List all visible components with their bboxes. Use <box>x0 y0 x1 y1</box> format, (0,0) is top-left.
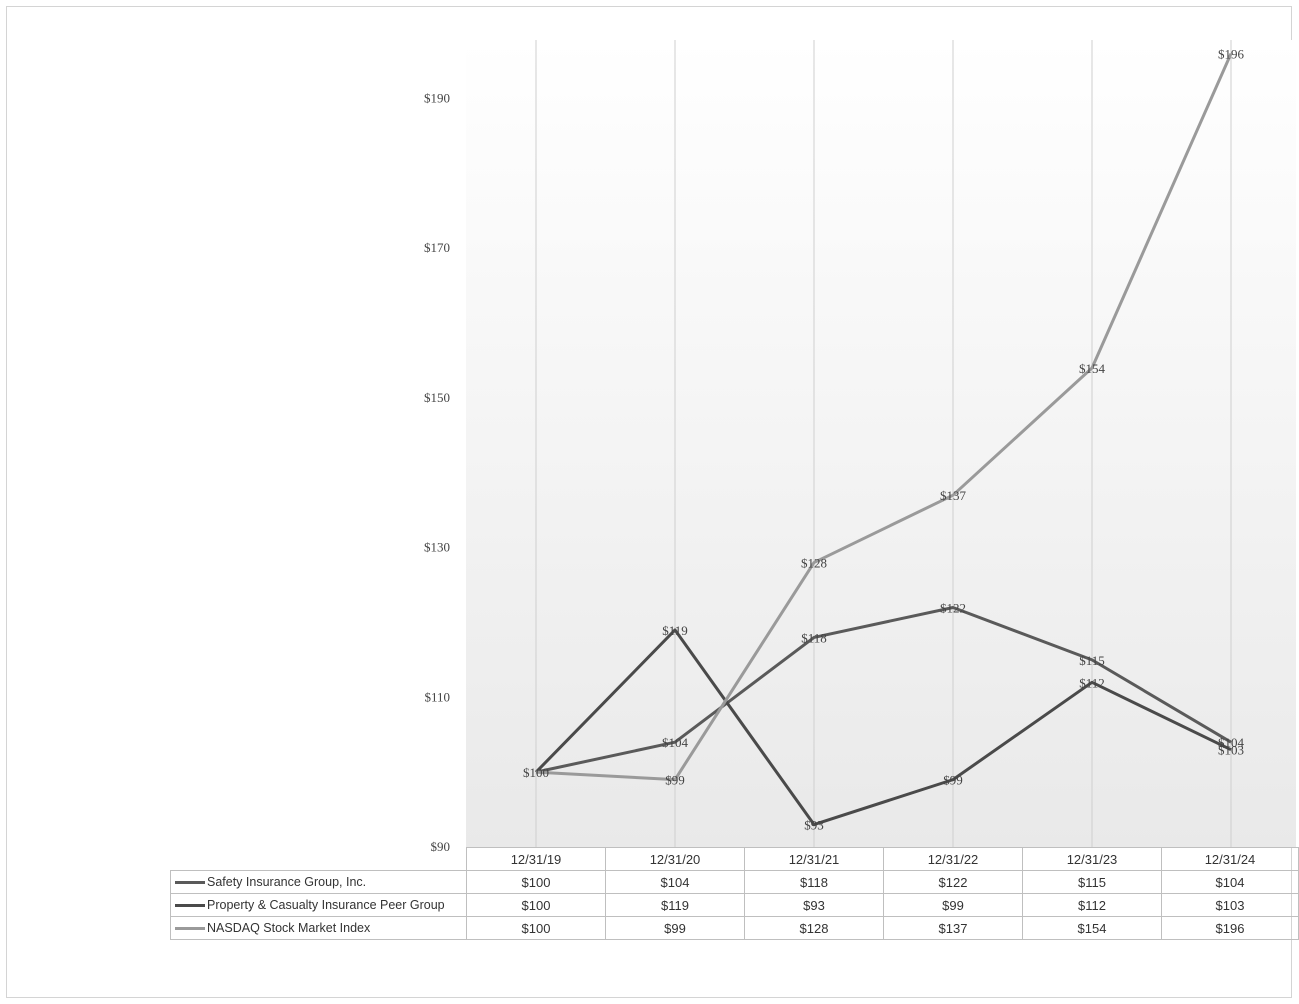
table-cell: $104 <box>605 870 745 894</box>
column-header: 12/31/20 <box>605 847 745 871</box>
y-tick-label: $110 <box>424 689 450 704</box>
data-label: $122 <box>940 600 966 615</box>
series-line-0 <box>535 605 1232 774</box>
data-label: $104 <box>662 735 689 750</box>
table-corner <box>171 848 467 871</box>
legend-key <box>175 881 205 885</box>
table-cell: $128 <box>744 916 884 940</box>
table-cell: $122 <box>883 870 1023 894</box>
data-label: $93 <box>804 818 824 833</box>
data-label: $137 <box>940 488 967 503</box>
table-cell: $99 <box>605 916 745 940</box>
table-header-row: 12/31/19 12/31/20 12/31/21 12/31/22 12/3… <box>171 847 1299 871</box>
legend-label: Safety Insurance Group, Inc. <box>207 875 367 889</box>
data-labels: $100 $104 $118 $122 $115 $104 $119 $93 $99 $112 $1… <box>523 47 1245 833</box>
legend-label: NASDAQ Stock Market Index <box>207 921 371 935</box>
table-cell: $137 <box>883 916 1023 940</box>
column-header: 12/31/22 <box>883 847 1023 871</box>
table-cell: $104 <box>1161 870 1299 894</box>
table-cell: $93 <box>744 893 884 917</box>
series-line-2 <box>535 52 1233 782</box>
y-tick-label: $190 <box>424 91 450 106</box>
column-header: 12/31/21 <box>744 847 884 871</box>
legend-entry: Property & Casualty Insurance Peer Group <box>170 893 467 917</box>
data-label: $118 <box>801 630 827 645</box>
y-tick-label: $170 <box>424 240 450 255</box>
table-cell: $100 <box>466 916 606 940</box>
legend-entry: NASDAQ Stock Market Index <box>170 916 467 940</box>
y-tick-label: $150 <box>424 390 450 405</box>
series-line-1 <box>534 628 1232 827</box>
gridlines <box>535 40 1232 847</box>
data-label: $196 <box>1218 47 1245 62</box>
table-cell: $100 <box>466 870 606 894</box>
table-cell: $119 <box>605 893 745 917</box>
column-header: 12/31/19 <box>466 847 606 871</box>
table-cell: $196 <box>1161 916 1299 940</box>
series-lines <box>534 52 1233 827</box>
column-header: 12/31/24 <box>1161 847 1299 871</box>
data-label: $112 <box>1079 675 1105 690</box>
table-cell: $99 <box>883 893 1023 917</box>
legend-label: Property & Casualty Insurance Peer Group <box>207 898 445 912</box>
table-row: NASDAQ Stock Market Index $100 $99 $128 … <box>170 916 1299 940</box>
data-label: $115 <box>1079 653 1105 668</box>
table-cell: $112 <box>1022 893 1162 917</box>
table-row: Property & Casualty Insurance Peer Group… <box>170 893 1299 917</box>
table-row: Safety Insurance Group, Inc. $100 $104 $… <box>170 870 1299 894</box>
column-header: 12/31/23 <box>1022 847 1162 871</box>
legend-entry: Safety Insurance Group, Inc. <box>170 870 467 894</box>
y-axis: $90 $110 $130 $150 $170 $190 <box>424 91 450 855</box>
table-cell: $100 <box>466 893 606 917</box>
data-label: $119 <box>662 623 688 638</box>
data-label: $99 <box>943 773 963 788</box>
table-cell: $118 <box>744 870 884 894</box>
data-label: $154 <box>1079 361 1106 376</box>
data-label: $128 <box>801 556 827 571</box>
legend-key <box>175 904 205 908</box>
data-label: $99 <box>665 773 685 788</box>
data-table: 12/31/19 12/31/20 12/31/21 12/31/22 12/3… <box>170 847 1299 940</box>
data-label: $104 <box>1218 735 1245 750</box>
table-cell: $115 <box>1022 870 1162 894</box>
data-label: $103 <box>1218 743 1244 758</box>
legend-key <box>175 927 205 931</box>
table-cell: $103 <box>1161 893 1299 917</box>
y-tick-label: $130 <box>424 540 450 555</box>
plot-area <box>466 40 1296 847</box>
data-label: $100 <box>523 765 549 780</box>
y-tick-label: $90 <box>431 839 451 854</box>
table-cell: $154 <box>1022 916 1162 940</box>
